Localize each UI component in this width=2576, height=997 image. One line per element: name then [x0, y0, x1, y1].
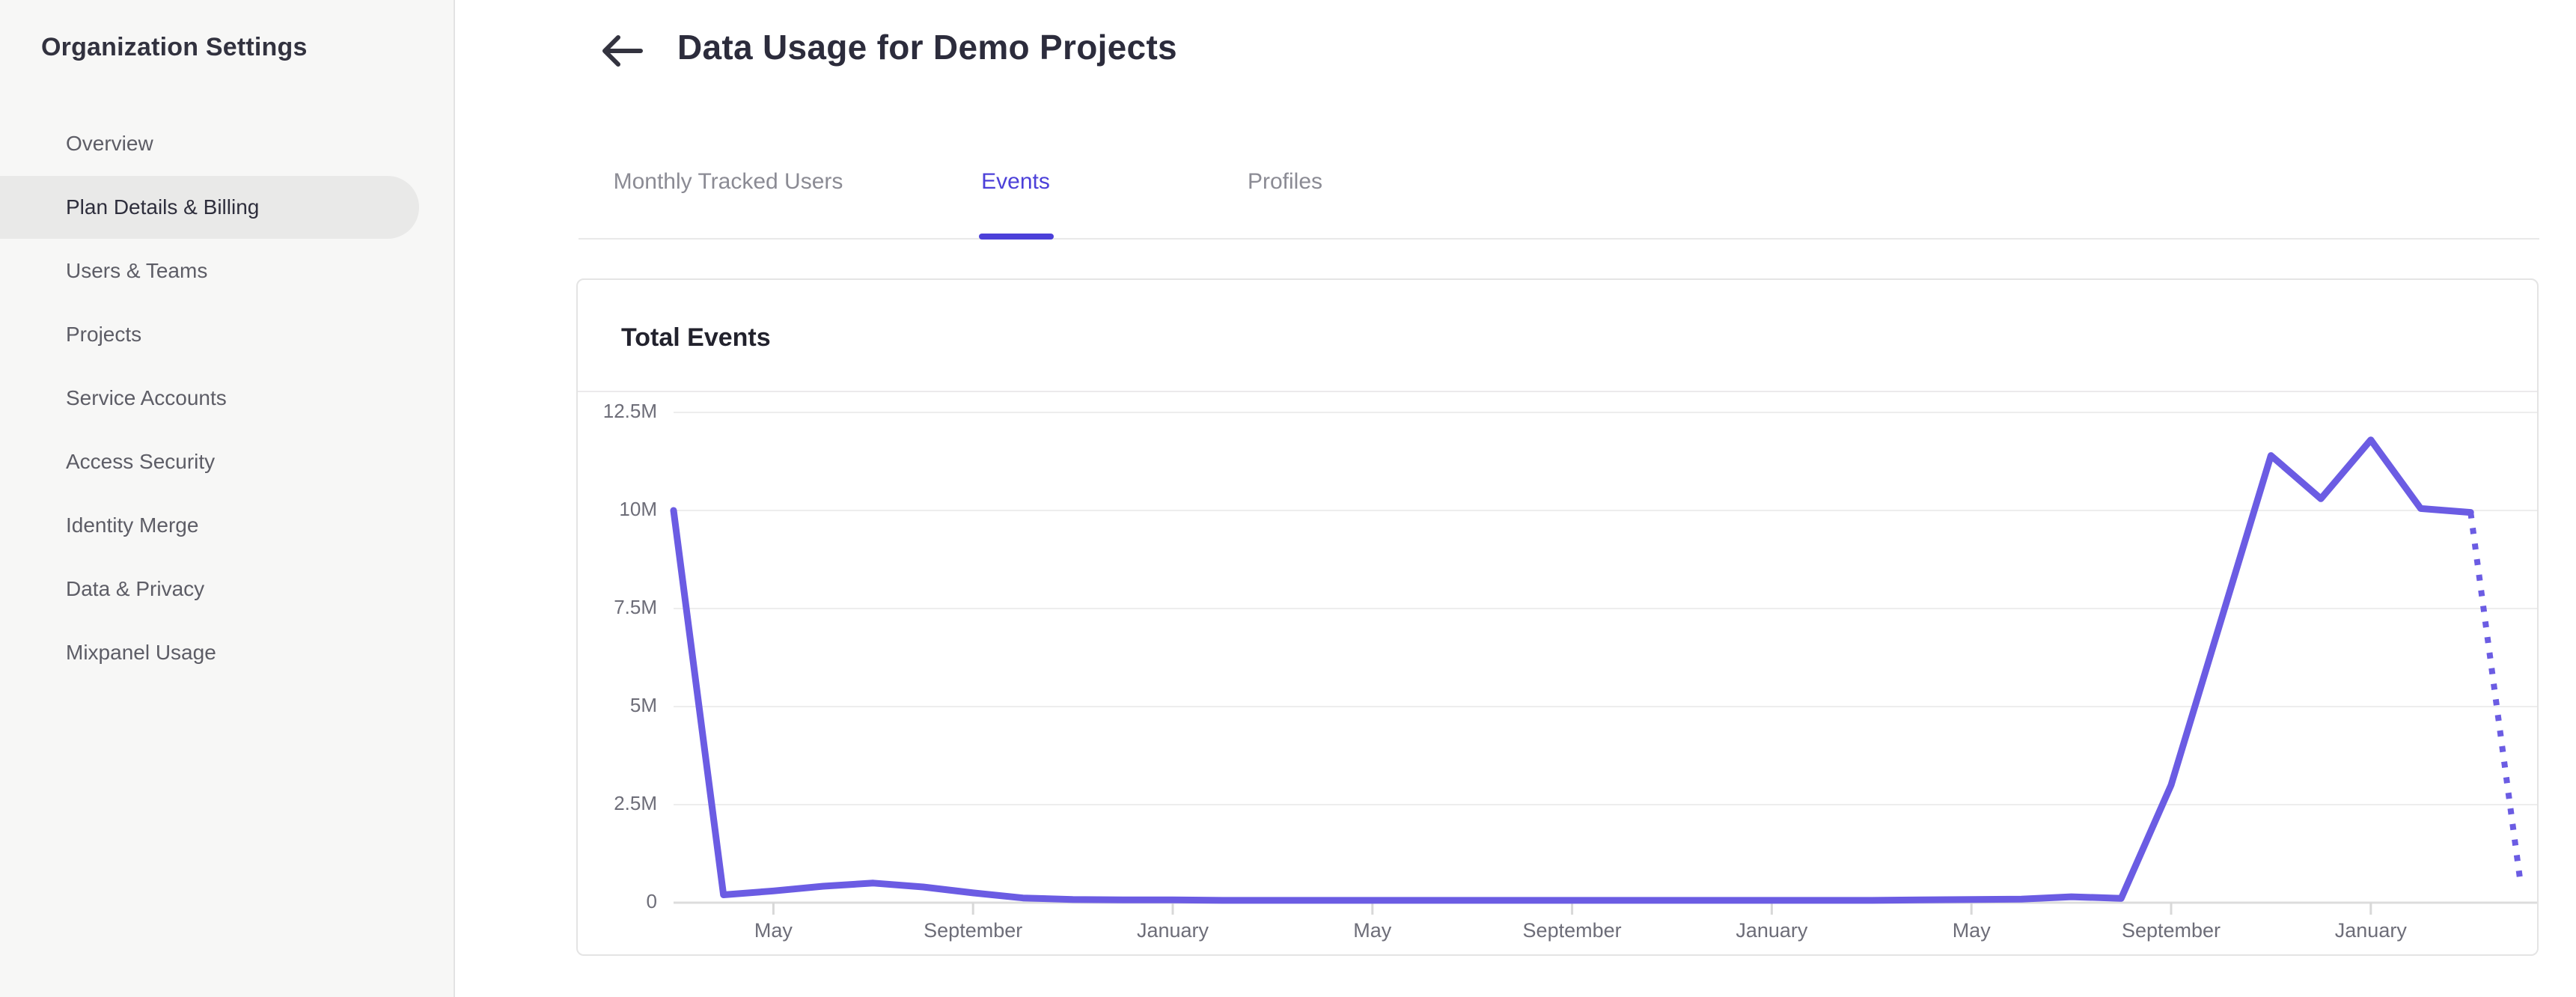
card-header-divider [578, 391, 2537, 392]
sidebar: Organization Settings Overview Plan Detai… [0, 0, 455, 997]
sidebar-item-label: Plan Details & Billing [66, 195, 260, 219]
sidebar-item-label: Service Accounts [66, 386, 227, 409]
sidebar-item-service-accounts[interactable]: Service Accounts [0, 367, 454, 430]
page-title: Data Usage for Demo Projects [677, 28, 1177, 67]
sidebar-item-label: Overview [66, 132, 153, 155]
sidebar-item-label: Data & Privacy [66, 577, 205, 600]
sidebar-item-label: Users & Teams [66, 259, 208, 282]
sidebar-item-projects[interactable]: Projects [0, 303, 454, 366]
total-events-card: Total Events [576, 278, 2539, 956]
active-tab-underline [979, 234, 1054, 240]
tab-monthly-tracked-users[interactable]: Monthly Tracked Users [613, 169, 843, 194]
sidebar-title: Organization Settings [41, 33, 308, 61]
sidebar-item-access-security[interactable]: Access Security [0, 430, 454, 493]
sidebar-item-mixpanel-usage[interactable]: Mixpanel Usage [0, 621, 454, 684]
sidebar-item-users-teams[interactable]: Users & Teams [0, 240, 454, 302]
sidebar-item-identity-merge[interactable]: Identity Merge [0, 494, 454, 557]
sidebar-item-plan-details-billing[interactable]: Plan Details & Billing [0, 176, 419, 239]
sidebar-item-label: Mixpanel Usage [66, 641, 216, 664]
chart-title: Total Events [621, 323, 771, 352]
sidebar-item-label: Identity Merge [66, 513, 199, 537]
tab-profiles[interactable]: Profiles [1247, 169, 1323, 194]
left-arrow-icon [602, 35, 643, 67]
sidebar-item-label: Access Security [66, 450, 216, 473]
tab-bar-divider [579, 238, 2539, 240]
tab-events[interactable]: Events [981, 169, 1050, 194]
back-button[interactable] [596, 28, 648, 73]
sidebar-item-data-privacy[interactable]: Data & Privacy [0, 558, 454, 621]
sidebar-item-label: Projects [66, 323, 142, 346]
sidebar-item-overview[interactable]: Overview [0, 112, 454, 175]
